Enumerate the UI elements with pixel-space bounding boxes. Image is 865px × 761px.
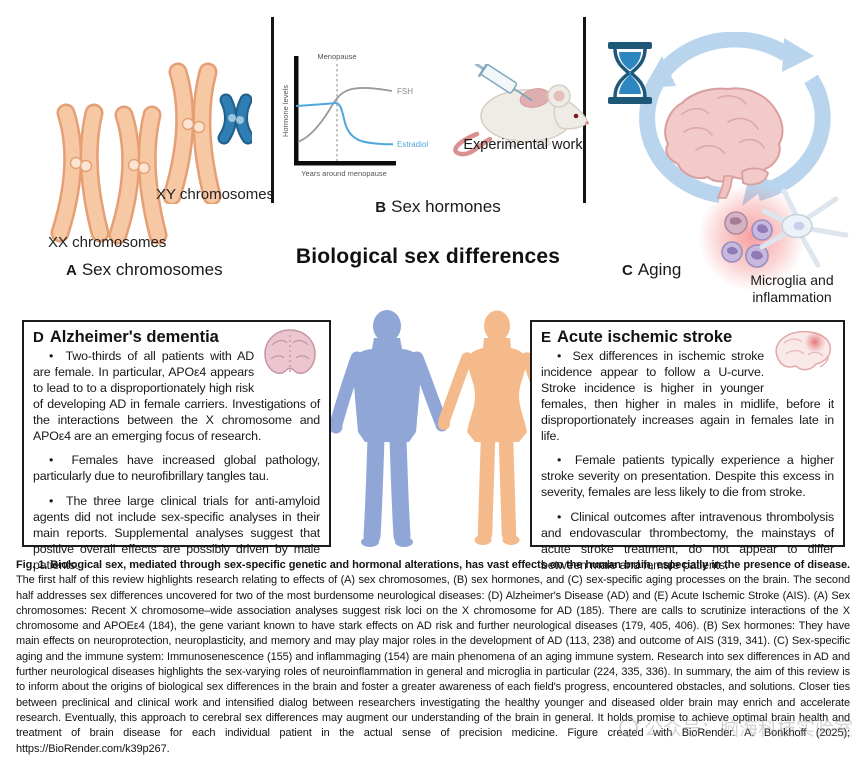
caption-bold-lead: Fig. 1. Biological sex, mediated through…: [16, 559, 850, 571]
fsh-series-label: FSH: [397, 87, 413, 96]
box-d-title: D Alzheimer's dementia: [33, 328, 320, 347]
chart-x-label: Years around menopause: [301, 169, 387, 178]
alzheimers-dementia-box: D Alzheimer's dementia Two-thirds of all …: [22, 320, 331, 572]
estradiol-series-label: Estradiol: [397, 140, 428, 149]
microglia-cell-illustration: [759, 188, 849, 268]
inflammation-glow: [698, 183, 806, 291]
box-d-title-text: Alzheimer's dementia: [49, 328, 219, 346]
panel-c-title: Aging: [637, 260, 682, 279]
box-d-bullet-3: The three large clinical trials for anti…: [33, 494, 320, 574]
menopause-annotation: Menopause: [317, 52, 356, 61]
box-e-bullet-3: Clinical outcomes after intravenous thro…: [541, 510, 834, 574]
box-d-bullet-1: Two-thirds of all patients with AD are f…: [33, 349, 320, 444]
panel-b-title: Sex hormones: [391, 197, 501, 216]
mouse-tail: [453, 131, 493, 157]
box-e-bullet-1: Sex differences in ischemic stroke incid…: [541, 349, 834, 444]
watermark-logo-icon: [618, 718, 638, 737]
panel-c-label: C Aging: [622, 260, 681, 280]
panel-a-title: Sex chromosomes: [81, 260, 223, 279]
experimental-work-label: Experimental work: [463, 137, 583, 153]
stroke-brain-icon: [770, 327, 834, 380]
box-e-bullet-2: Female patients typically experience a h…: [541, 453, 834, 501]
mouse-eye: [573, 113, 579, 119]
caption-body: The first half of this review highlights…: [16, 574, 850, 755]
box-e-title-text: Acute ischemic stroke: [557, 328, 733, 346]
male-female-figures-illustration: [330, 310, 555, 547]
panel-b-letter: B: [375, 199, 387, 216]
brain-illustration: [664, 87, 784, 199]
cerebellum: [741, 167, 769, 186]
panel-b-label: B Sex hormones: [358, 197, 518, 217]
chart-y-axis: [294, 56, 299, 165]
fsh-curve: [297, 87, 393, 143]
watermark-text: 公众号：脑海科技实验室: [643, 719, 853, 740]
lab-mouse-illustration: [453, 64, 589, 157]
hormone-levels-chart: Menopause Hormone levels Years around me…: [281, 52, 428, 178]
xy-chromosomes-label: XY chromosomes: [156, 186, 275, 203]
microglia-inflammation-label: Microglia and inflammation: [750, 272, 834, 305]
inflammation-glow-cells: [698, 183, 806, 291]
figure-caption: Fig. 1. Biological sex, mediated through…: [16, 558, 850, 757]
box-e-letter: E: [541, 329, 552, 346]
xx-chromosomes-label: XX chromosomes: [48, 234, 167, 251]
panel-c-letter: C: [622, 262, 633, 279]
syringe-icon: [474, 64, 533, 102]
mouse-nose: [585, 121, 589, 125]
brainstem: [716, 175, 733, 199]
watermark: 公众号：脑海科技实验室: [618, 714, 853, 741]
acute-ischemic-stroke-box: E Acute ischemic stroke Sex differences i…: [530, 320, 845, 572]
box-d-bullet-2: Females have increased global pathology,…: [33, 453, 320, 485]
chart-y-label: Hormone levels: [281, 85, 290, 137]
box-d-letter: D: [33, 329, 44, 346]
divider-a-b: [271, 17, 274, 203]
xy-chromosomes-illustration: [162, 62, 252, 204]
male-figure: [330, 310, 449, 547]
panel-a-label: A Sex chromosomes: [66, 260, 223, 280]
xx-chromosomes-illustration: [50, 103, 168, 245]
box-e-title: E Acute ischemic stroke: [541, 328, 834, 347]
divider-b-c: [583, 17, 586, 203]
chart-x-axis: [294, 161, 396, 166]
estradiol-curve: [295, 102, 394, 146]
coronal-brain-icon: [260, 327, 320, 384]
figure-main-title: Biological sex differences: [295, 245, 561, 268]
panel-a-letter: A: [66, 262, 77, 279]
hourglass-icon: [608, 42, 652, 104]
